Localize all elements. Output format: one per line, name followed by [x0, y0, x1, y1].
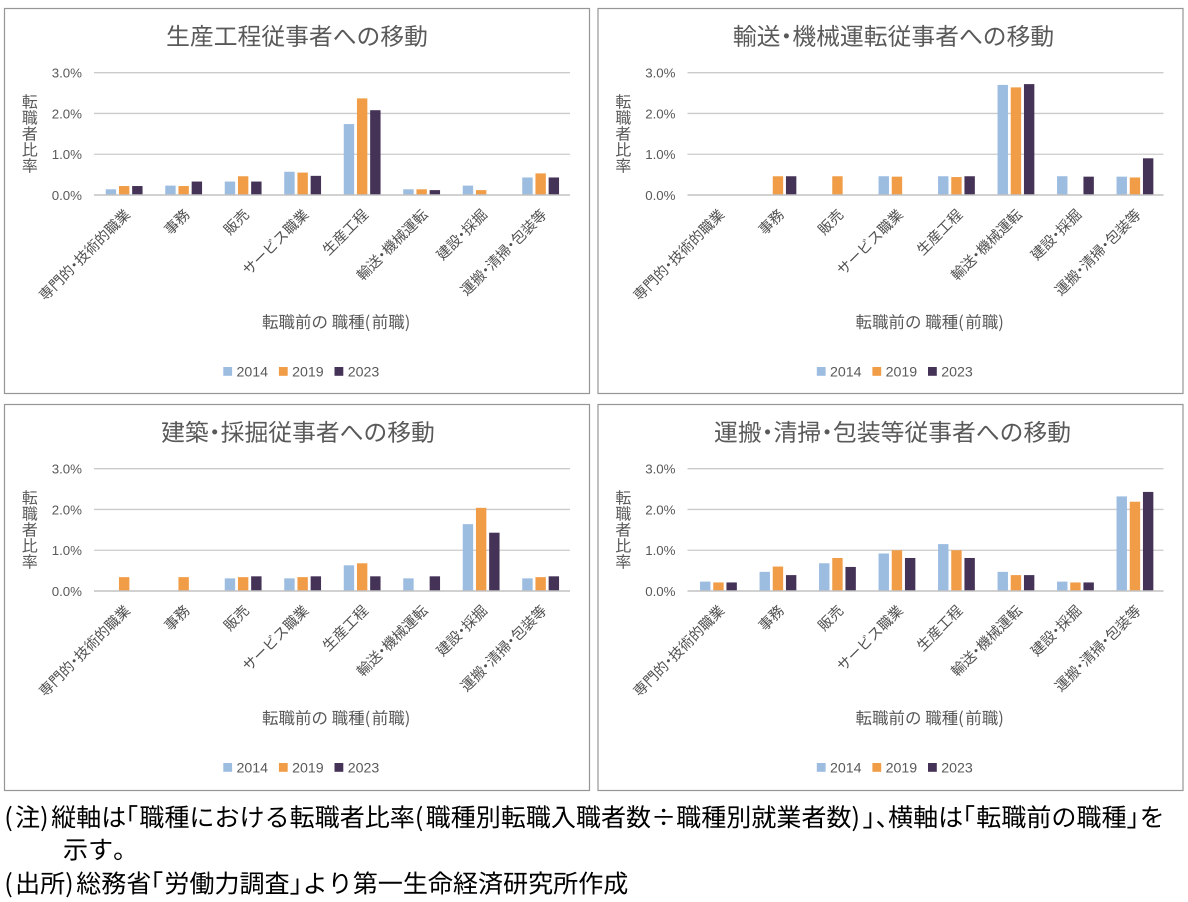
svg-text:2.0%: 2.0%	[645, 106, 675, 121]
svg-text:0.0%: 0.0%	[645, 188, 675, 203]
svg-text:2019: 2019	[292, 761, 324, 777]
svg-text:1.0%: 1.0%	[645, 543, 675, 558]
svg-text:0.0%: 0.0%	[52, 584, 82, 599]
svg-text:2019: 2019	[886, 365, 918, 381]
svg-text:2.0%: 2.0%	[645, 502, 675, 517]
svg-text:2014: 2014	[237, 761, 269, 777]
svg-text:2023: 2023	[348, 365, 380, 381]
svg-text:3.0%: 3.0%	[52, 461, 82, 476]
svg-text:2019: 2019	[886, 761, 918, 777]
svg-text:2023: 2023	[941, 365, 973, 381]
svg-text:2.0%: 2.0%	[52, 106, 82, 121]
svg-text:1.0%: 1.0%	[52, 147, 82, 162]
svg-text:2023: 2023	[941, 761, 973, 777]
svg-text:2014: 2014	[830, 761, 862, 777]
svg-text:3.0%: 3.0%	[645, 65, 675, 80]
svg-text:2.0%: 2.0%	[52, 502, 82, 517]
svg-text:0.0%: 0.0%	[52, 188, 82, 203]
svg-text:3.0%: 3.0%	[52, 65, 82, 80]
svg-text:2014: 2014	[830, 365, 862, 381]
svg-text:2019: 2019	[292, 365, 324, 381]
svg-text:3.0%: 3.0%	[645, 461, 675, 476]
svg-text:1.0%: 1.0%	[645, 147, 675, 162]
svg-text:1.0%: 1.0%	[52, 543, 82, 558]
svg-text:2014: 2014	[237, 365, 269, 381]
svg-text:0.0%: 0.0%	[645, 584, 675, 599]
svg-text:2023: 2023	[348, 761, 380, 777]
